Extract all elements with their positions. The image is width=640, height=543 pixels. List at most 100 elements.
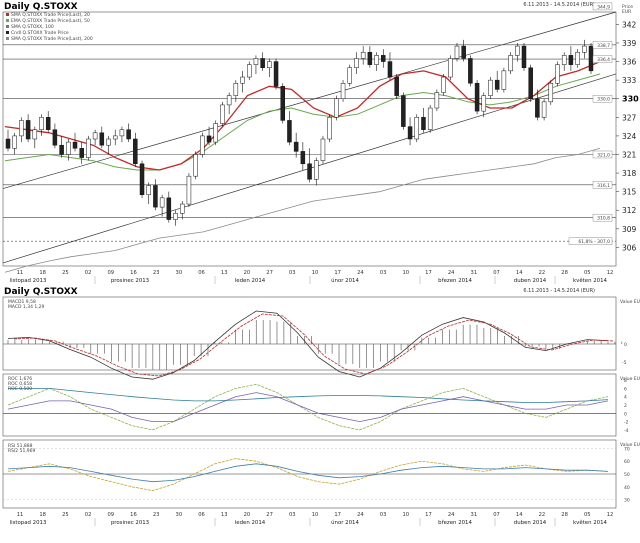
candle-body xyxy=(421,117,426,130)
legend-swatch xyxy=(6,19,9,22)
x-tick-label: 05 xyxy=(584,512,591,518)
candle-body xyxy=(340,82,346,99)
candle-body xyxy=(273,61,279,87)
x-tick-label: 17 xyxy=(425,270,432,276)
x-tick-label: 16 xyxy=(130,512,137,518)
candle-body xyxy=(347,67,353,84)
candle-body xyxy=(72,141,78,149)
candle-body xyxy=(582,45,587,53)
y-tick-label: 327 xyxy=(622,113,637,122)
legend-entry: EMA Q.STOXX Trade Price(Last), 50 xyxy=(11,18,90,24)
x-tick-label: 20 xyxy=(244,512,251,518)
candle-body xyxy=(186,175,192,205)
candle-body xyxy=(126,129,131,140)
x-tick-label: 13 xyxy=(221,270,228,276)
candle-body xyxy=(119,129,125,137)
x-tick-label: 20 xyxy=(244,270,251,276)
candle-body xyxy=(568,55,574,65)
candle-body xyxy=(427,107,433,130)
candle-body xyxy=(307,163,312,180)
y-tick-label: 321 xyxy=(622,150,637,159)
legend-swatch xyxy=(6,13,9,16)
candle-body xyxy=(555,64,560,84)
candle-body xyxy=(253,58,259,65)
month-label: listopad 2013 xyxy=(10,278,47,284)
candle-body xyxy=(220,104,225,124)
x-tick-label: 10 xyxy=(402,270,409,276)
candle-body xyxy=(5,138,11,149)
price-box xyxy=(568,237,613,245)
price-unit-label: EUR xyxy=(622,9,631,15)
x-tick-label: 18 xyxy=(39,270,46,276)
y-tick-label: 312 xyxy=(622,206,637,215)
x-tick-label: 17 xyxy=(334,512,341,518)
legend-swatch xyxy=(6,25,9,28)
x-tick-label: 25 xyxy=(62,512,69,518)
y-tick-label: 333 xyxy=(622,76,637,85)
candle-body xyxy=(515,45,520,56)
candle-body xyxy=(287,120,292,143)
x-tick-label: 11 xyxy=(17,270,24,276)
roc-tick-label: 0 xyxy=(624,411,627,417)
month-label: prosinec 2013 xyxy=(111,520,149,526)
candle-body xyxy=(45,117,51,130)
candle-body xyxy=(200,135,205,155)
x-tick-label: 31 xyxy=(471,512,478,518)
y-tick-label: 315 xyxy=(622,188,637,197)
date-range: 6.11.2013 - 14.5.2014 (EUR) xyxy=(523,2,595,8)
candle-body xyxy=(448,58,453,78)
x-tick-label: 27 xyxy=(266,270,273,276)
month-label: únor 2014 xyxy=(331,519,359,526)
roc-line-1 xyxy=(7,383,609,431)
month-label: listopad 2013 xyxy=(10,520,47,526)
month-label: květen 2014 xyxy=(573,277,607,284)
candle-body xyxy=(367,52,373,65)
candle-body xyxy=(488,79,493,96)
candle-body xyxy=(206,135,212,143)
candle-body xyxy=(561,55,567,65)
main-panel-frame xyxy=(2,11,617,267)
month-label: březen 2014 xyxy=(438,519,472,526)
main-x-axis: 11 18 25 02 09 16 23 30 06 13 20 27 03 10 17 24 03 10 17 24… xyxy=(10,270,614,284)
price-box xyxy=(592,55,613,63)
price-box-label: 336,4 xyxy=(597,57,610,63)
candle-body xyxy=(501,70,507,90)
price-box xyxy=(592,213,613,222)
x-tick-label: 31 xyxy=(471,270,478,276)
rsi-tick-label: 60 xyxy=(624,459,630,465)
x-tick-label: 17 xyxy=(334,270,341,276)
rsi-tick-label: 40 xyxy=(624,485,630,491)
candle-body xyxy=(99,132,105,146)
x-tick-label: 14 xyxy=(516,512,523,518)
price-label: Price xyxy=(622,4,633,10)
candle-body xyxy=(541,101,547,118)
price-box xyxy=(592,150,613,159)
macd-legend-entry: MACD 1,34 1,29 xyxy=(8,304,45,310)
roc-legend-entry: ROC 1,676 xyxy=(8,376,32,382)
roc-tick-label: 2 xyxy=(624,403,627,409)
legend-entry: SMA Q.STOXX Trade Price(Last), 20 xyxy=(11,12,90,18)
month-label: duben 2014 xyxy=(514,278,547,284)
price-box-label: 344,9 xyxy=(597,4,610,10)
main-panel xyxy=(2,11,617,273)
candle-body xyxy=(173,213,178,220)
legend-swatch xyxy=(6,37,9,40)
candle-body xyxy=(374,55,379,65)
macd-panel-frame xyxy=(2,296,617,371)
candle-body xyxy=(481,95,487,112)
roc-value-label: Value EUR xyxy=(620,376,640,382)
candle-body xyxy=(280,86,285,121)
channel-upper-line xyxy=(2,11,617,189)
candle-body xyxy=(246,64,252,78)
month-label: prosinec 2013 xyxy=(111,278,149,284)
x-tick-label: 03 xyxy=(380,512,387,518)
price-box xyxy=(592,2,613,11)
candle-body xyxy=(112,135,118,140)
x-tick-label: 12 xyxy=(607,270,614,276)
price-box xyxy=(592,181,613,189)
roc-tick-label: 6 xyxy=(624,386,627,392)
candle-body xyxy=(267,61,272,69)
